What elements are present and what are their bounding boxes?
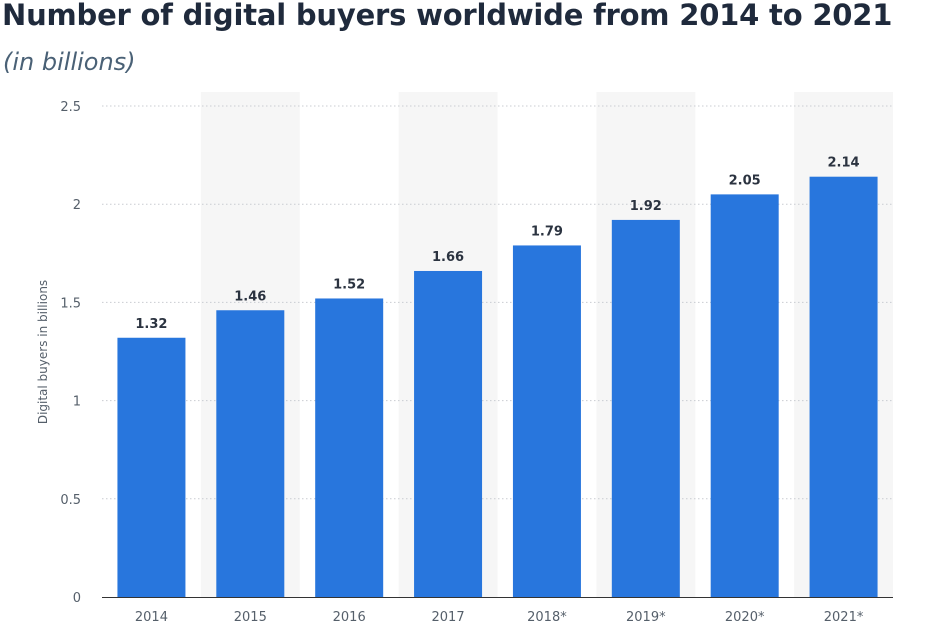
y-axis-title: Digital buyers in billions bbox=[36, 280, 50, 424]
x-tick-label-2018*: 2018* bbox=[527, 610, 567, 625]
x-tick-label-2021*: 2021* bbox=[824, 610, 864, 625]
data-labels: 1.32 1.46 1.52 1.66 1.79 1.92 2.05 2.14 bbox=[135, 156, 859, 332]
bars bbox=[117, 176, 878, 598]
bar-2019* bbox=[611, 219, 680, 598]
data-label-2016: 1.52 bbox=[333, 277, 365, 292]
x-tick-label-2020*: 2020* bbox=[725, 610, 765, 625]
y-tick-label-1: 1 bbox=[73, 395, 81, 410]
bar-2014 bbox=[117, 337, 186, 597]
data-label-2019*: 1.92 bbox=[630, 199, 662, 214]
x-tick-label-2014: 2014 bbox=[135, 610, 168, 625]
x-tick-label-2016: 2016 bbox=[333, 610, 366, 625]
bar-2020* bbox=[710, 194, 779, 597]
y-axis-ticks: 0 0.5 1 1.5 2 2.5 bbox=[60, 100, 81, 606]
y-tick-label-1.5: 1.5 bbox=[60, 296, 81, 311]
bar-2018* bbox=[512, 245, 581, 597]
data-label-2021*: 2.14 bbox=[828, 156, 860, 171]
x-tick-label-2019*: 2019* bbox=[626, 610, 666, 625]
data-label-2014: 1.32 bbox=[135, 317, 167, 332]
bar-2017 bbox=[414, 270, 483, 597]
x-axis-ticks: 2014 2015 2016 2017 2018* 2019* 2020* 2021* bbox=[135, 610, 864, 625]
data-label-2020*: 2.05 bbox=[729, 173, 761, 188]
bar-2021* bbox=[809, 176, 878, 598]
bar-2016 bbox=[315, 298, 384, 597]
y-tick-label-2: 2 bbox=[73, 198, 81, 213]
data-label-2015: 1.46 bbox=[234, 289, 266, 304]
chart-subtitle: (in billions) bbox=[3, 48, 136, 76]
x-tick-label-2017: 2017 bbox=[432, 610, 465, 625]
y-tick-label-0.5: 0.5 bbox=[60, 493, 81, 508]
x-tick-label-2015: 2015 bbox=[234, 610, 267, 625]
y-tick-label-2.5: 2.5 bbox=[60, 100, 81, 115]
data-label-2017: 1.66 bbox=[432, 250, 464, 265]
chart-title: Number of digital buyers worldwide from … bbox=[2, 0, 893, 32]
bar-2015 bbox=[216, 310, 285, 597]
data-label-2018*: 1.79 bbox=[531, 224, 563, 239]
y-tick-label-0: 0 bbox=[73, 591, 81, 606]
